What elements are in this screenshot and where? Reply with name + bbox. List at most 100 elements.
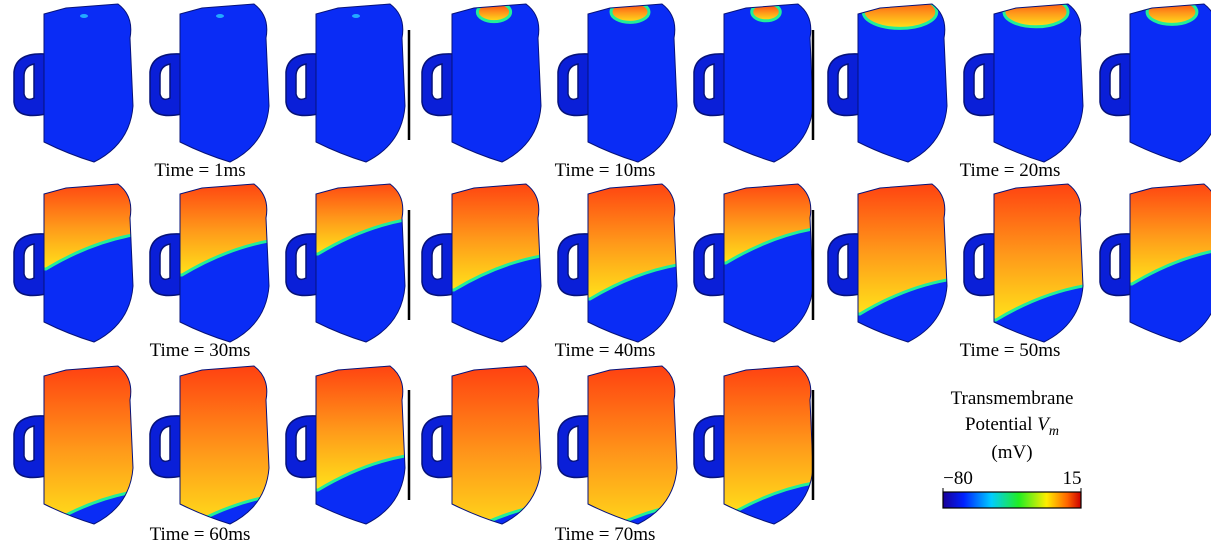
- atrium: [13, 415, 47, 479]
- heart: [1099, 3, 1211, 163]
- activation: [858, 184, 947, 316]
- heart: [149, 183, 270, 343]
- atrium: [1099, 53, 1133, 117]
- heart-outline: [43, 3, 134, 163]
- heart-body: [588, 4, 677, 162]
- wavefront: [750, 4, 782, 23]
- heart: [557, 365, 678, 525]
- colorbar-symbol: V: [1037, 414, 1051, 435]
- heart-outline: [315, 365, 406, 525]
- heart-body: [858, 4, 947, 162]
- wavefront: [994, 184, 1083, 322]
- activation: [1145, 4, 1199, 26]
- heart: [421, 3, 542, 163]
- heart-panels: [13, 3, 1211, 525]
- heart: [13, 3, 134, 163]
- wavefront: [180, 366, 269, 524]
- activation: [180, 184, 269, 277]
- heart-outline: [315, 3, 406, 163]
- time-label: Time = 60ms: [150, 524, 251, 545]
- atrium: [557, 53, 591, 117]
- wavefront: [588, 184, 677, 301]
- atrium: [421, 415, 455, 479]
- activation: [609, 4, 651, 24]
- colorbar-title-text: Potential: [965, 414, 1033, 435]
- time-label: Time = 20ms: [960, 160, 1061, 181]
- heart-outline: [1129, 3, 1211, 163]
- heart-outline: [179, 183, 270, 343]
- wavefront: [44, 184, 133, 271]
- heart: [149, 365, 270, 525]
- wavefront: [609, 4, 651, 24]
- wavefront: [452, 184, 541, 292]
- atrium: [149, 233, 183, 297]
- atrium: [963, 233, 997, 297]
- wavefront: [44, 366, 133, 524]
- heart-body: [994, 4, 1083, 162]
- activation: [1130, 184, 1211, 286]
- activation: [994, 184, 1083, 322]
- heart: [557, 3, 678, 163]
- heart: [1099, 183, 1211, 343]
- wavefront: [180, 184, 269, 277]
- wavefront: [858, 184, 947, 316]
- atrium: [421, 233, 455, 297]
- wavefront: [724, 184, 813, 265]
- wavefront: [588, 366, 677, 524]
- heart: [557, 183, 678, 343]
- atrium: [149, 53, 183, 117]
- heart: [285, 365, 406, 525]
- heart-outline: [587, 3, 678, 163]
- heart: [13, 365, 134, 525]
- heart-outline: [451, 365, 542, 525]
- activation: [316, 366, 405, 492]
- activation: [724, 184, 813, 265]
- atrium: [693, 415, 727, 479]
- time-label: Time = 10ms: [555, 160, 656, 181]
- heart-body: [180, 4, 269, 162]
- stimulus: [216, 14, 224, 18]
- heart-outline: [993, 3, 1084, 163]
- heart-outline: [723, 365, 814, 525]
- heart: [693, 3, 814, 163]
- atrium: [693, 233, 727, 297]
- heart-outline: [43, 183, 134, 343]
- heart-outline: [587, 183, 678, 343]
- heart: [693, 365, 814, 525]
- activation: [44, 366, 133, 524]
- heart: [285, 183, 406, 343]
- activation: [452, 184, 541, 292]
- atrium: [827, 53, 861, 117]
- colorbar-max: 15: [1063, 468, 1082, 489]
- activation: [216, 14, 224, 18]
- activation: [452, 366, 541, 524]
- activation: [352, 14, 360, 18]
- wavefront: [1145, 4, 1199, 26]
- atrium: [421, 53, 455, 117]
- heart: [421, 183, 542, 343]
- atrium: [285, 233, 319, 297]
- time-label: Time = 50ms: [960, 340, 1061, 361]
- atrium: [1099, 233, 1133, 297]
- activation: [588, 366, 677, 524]
- activation: [750, 4, 782, 23]
- heart-body: [316, 4, 405, 162]
- atrium: [557, 415, 591, 479]
- time-label: Time = 1ms: [154, 160, 245, 181]
- colorbar-title: Transmembrane: [951, 388, 1074, 409]
- heart-outline: [43, 365, 134, 525]
- heart: [421, 365, 542, 525]
- heart-outline: [1129, 183, 1211, 343]
- time-label: Time = 30ms: [150, 340, 251, 361]
- atrium: [149, 415, 183, 479]
- atrium: [13, 233, 47, 297]
- heart-outline: [723, 3, 814, 163]
- wavefront: [1130, 184, 1211, 286]
- heart-outline: [179, 365, 270, 525]
- heart-body: [724, 4, 813, 162]
- time-labels: Time = 1ms Time = 10ms Time = 20ms Time …: [150, 160, 1061, 545]
- time-label: Time = 70ms: [555, 524, 656, 545]
- activation: [1002, 4, 1070, 29]
- wavefront: [316, 184, 405, 256]
